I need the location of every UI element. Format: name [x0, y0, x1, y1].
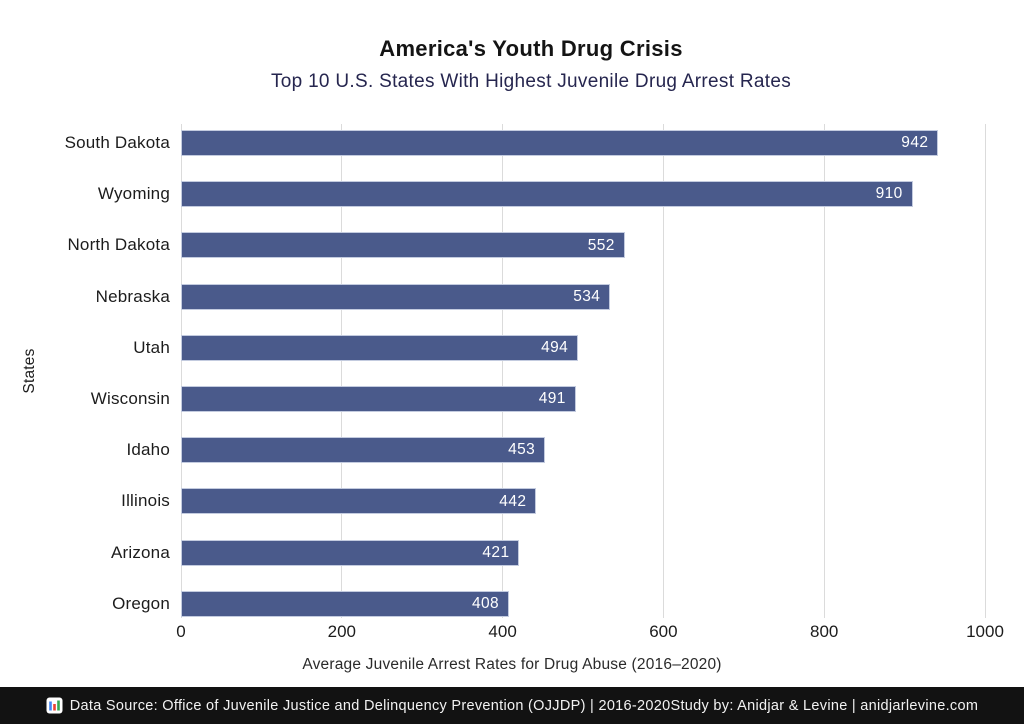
x-axis-ticks: 0 200 400 600 800 1000	[176, 622, 1004, 645]
gridline-x-800	[823, 124, 825, 618]
gridline-x-0	[180, 124, 182, 618]
bar-value-label: 442	[499, 492, 527, 510]
footer-bar: Data Source: Office of Juvenile Justice …	[0, 687, 1024, 724]
bar-value-label: 453	[508, 441, 536, 459]
bar-chart-icon	[46, 697, 63, 714]
category-label-wisconsin: Wisconsin	[90, 389, 170, 408]
chart-title: America's Youth Drug Crisis	[379, 36, 683, 61]
bar-value-label: 494	[541, 339, 569, 357]
category-label-arizona: Arizona	[110, 542, 170, 562]
bar-illinois: 442	[181, 488, 537, 515]
bar-value-label: 408	[471, 595, 500, 613]
footer-source-text: Data Source: Office of Juvenile Justice …	[69, 697, 979, 714]
bar-idaho: 453	[181, 437, 546, 464]
x-tick-label-400: 400	[488, 622, 517, 641]
x-tick-label-600: 600	[649, 622, 678, 641]
gridline-x-400	[502, 124, 504, 618]
bar-value-label: 552	[587, 236, 615, 254]
bar-wyoming: 910	[181, 181, 913, 208]
x-axis-label: Average Juvenile Arrest Rates for Drug A…	[302, 656, 722, 673]
category-label-wyoming: Wyoming	[97, 184, 170, 204]
chart-subtitle: Top 10 U.S. States With Highest Juvenile…	[270, 71, 792, 92]
bar-wisconsin: 491	[181, 386, 576, 412]
bar-value-label: 534	[573, 287, 601, 305]
category-label-idaho: Idaho	[126, 440, 170, 460]
category-label-utah: Utah	[133, 337, 170, 357]
bar-nebraska: 534	[181, 283, 611, 310]
gridline-x-1000	[984, 124, 986, 618]
bar-oregon: 408	[181, 590, 510, 617]
x-tick-label-800: 800	[810, 622, 839, 641]
bar-arizona: 421	[181, 539, 520, 566]
bar-value-label: 942	[901, 134, 929, 152]
bar-north-dakota: 552	[181, 232, 625, 259]
gridline-x-200	[341, 124, 343, 618]
category-label-illinois: Illinois	[121, 491, 170, 511]
bar-value-label: 910	[875, 185, 903, 203]
x-tick-label-1000: 1000	[966, 622, 1004, 641]
category-label-nebraska: Nebraska	[95, 286, 170, 306]
x-tick-label-0: 0	[176, 622, 186, 641]
category-label-south-dakota: South Dakota	[64, 133, 170, 152]
bar-south-dakota: 942	[181, 130, 939, 156]
gridline-x-600	[662, 124, 664, 618]
category-label-oregon: Oregon	[112, 593, 170, 613]
plot-area: 942 910 552 534 494 491 453 442 421 408	[180, 124, 986, 618]
bar-utah: 494	[181, 334, 579, 361]
bar-value-label: 491	[538, 390, 566, 408]
x-tick-label-200: 200	[327, 622, 356, 641]
category-labels: South Dakota Wyoming North Dakota Nebraska U…	[0, 124, 170, 618]
category-label-north-dakota: North Dakota	[67, 235, 170, 255]
bar-value-label: 421	[482, 543, 510, 561]
